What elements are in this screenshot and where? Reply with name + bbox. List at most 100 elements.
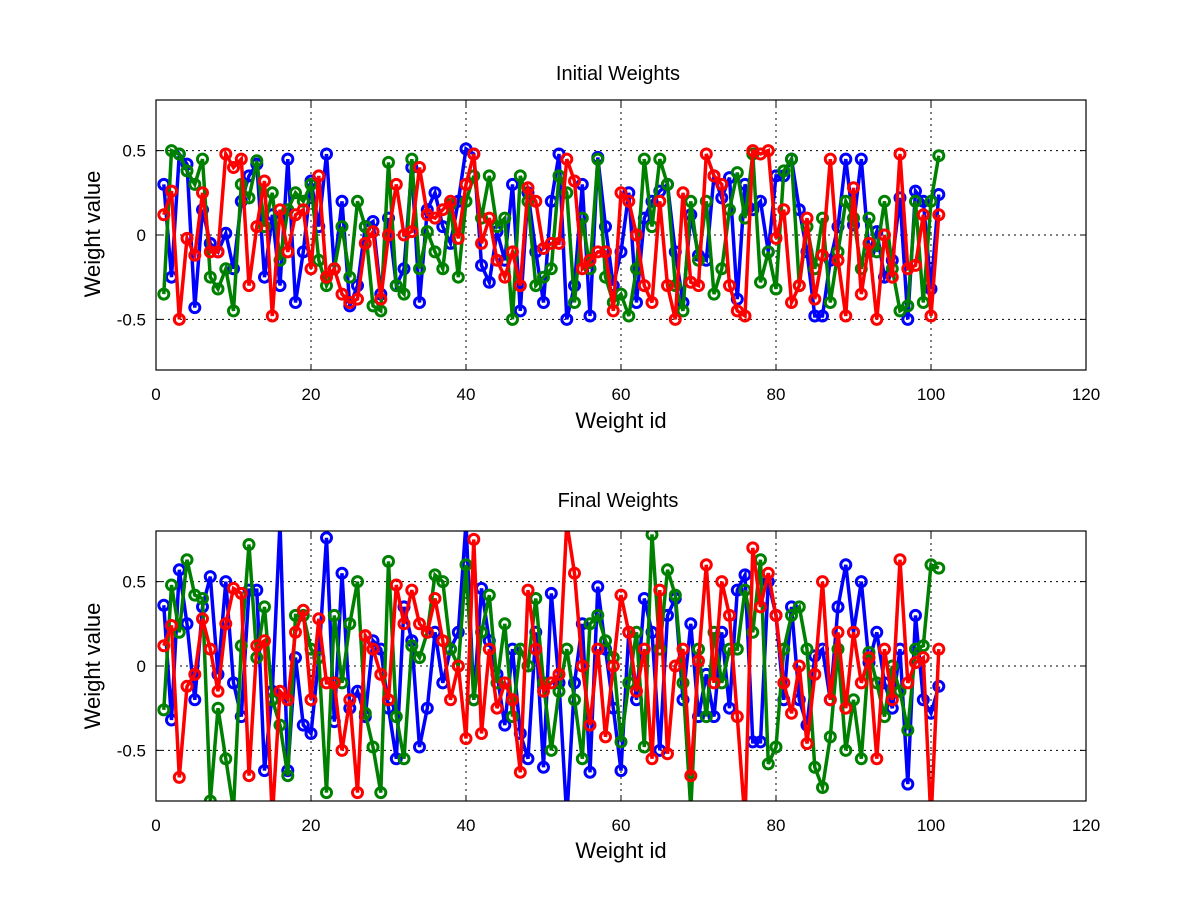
data-point [513,279,527,293]
data-point [901,676,915,690]
data-point [498,676,512,690]
data-point [630,684,643,698]
data-point [281,693,295,707]
data-point [661,177,674,191]
data-point [591,608,605,622]
data-point [335,743,349,757]
y-tick-label: 0.5 [122,142,146,161]
data-point [769,282,783,296]
data-point [335,566,349,580]
data-point [591,642,605,656]
x-tick-label: 40 [457,385,476,404]
data-point [382,693,395,707]
data-point [754,275,767,289]
data-point [544,586,558,600]
data-point [335,194,349,208]
data-point [575,659,589,673]
data-point [335,676,349,690]
data-point [684,769,698,783]
data-point [335,220,349,234]
data-point [273,203,287,217]
data-point [482,642,496,656]
data-point [754,735,767,749]
data-point [862,236,876,250]
data-point [304,727,318,740]
data-point [831,253,845,267]
data-point [544,236,558,250]
data-point [870,625,884,639]
data-point [699,194,713,208]
data-point [916,651,930,665]
data-point [599,245,612,259]
data-point [668,588,682,602]
data-point [172,770,186,784]
data-point [645,296,659,309]
data-point [188,177,202,191]
data-point [289,651,302,665]
data-point [428,592,442,605]
data-point [296,603,310,617]
data-point [498,270,512,284]
x-tick-label: 20 [302,385,321,404]
data-point [769,231,783,245]
data-point [893,553,907,567]
data-point [529,642,543,656]
data-point [467,532,481,546]
data-point [699,710,713,724]
data-point [870,312,884,326]
data-point [211,701,225,715]
data-point [351,292,364,306]
data-point [761,566,775,580]
data-point [839,152,853,166]
data-point [591,245,605,259]
data-point [568,676,581,690]
data-point [405,152,419,166]
data-point [389,752,403,766]
data-point [196,592,209,605]
data-point [692,654,705,668]
data-point [428,245,442,259]
data-point [490,701,504,715]
data-point [653,152,667,166]
data-point [475,727,488,740]
data-point [800,642,814,656]
data-point [661,279,674,293]
data-point [583,253,597,267]
data-point [482,169,496,183]
data-point [893,191,907,205]
data-point [506,245,519,259]
data-point [320,270,333,284]
data-point [203,570,217,584]
data-point [451,625,465,639]
data-point [614,186,628,200]
data-point [707,710,721,724]
data-point [413,651,426,665]
data-point [591,580,605,594]
data-point [661,747,674,761]
data-point [847,625,860,639]
data-point [413,617,426,631]
data-point [267,813,277,823]
data-point [854,575,868,589]
data-point [258,600,271,614]
y-tick-label: 0.5 [122,573,146,592]
data-point [351,194,364,208]
data-point [645,194,659,208]
data-point [498,617,512,631]
data-point [180,231,194,245]
data-point [924,194,938,208]
data-point [862,211,876,225]
data-point [823,152,837,166]
data-point [723,279,736,293]
data-point [203,794,217,801]
data-point [909,194,922,208]
data-point [916,639,930,653]
y-axis-label: Weight value [80,171,105,298]
data-point [374,304,388,318]
data-point [653,194,667,208]
data-point [203,270,217,284]
data-point [800,211,814,225]
data-point [188,301,202,315]
data-point [901,299,915,313]
data-point [459,732,473,746]
